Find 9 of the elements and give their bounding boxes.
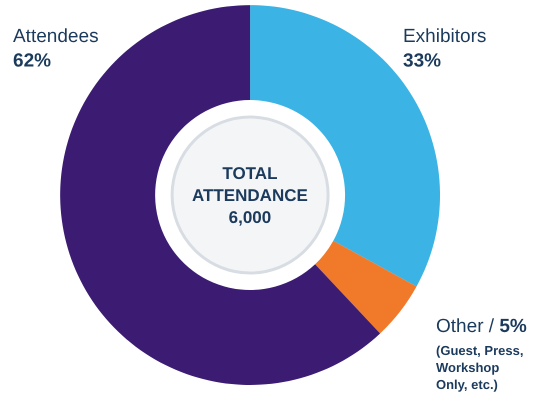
data-label: 33% <box>403 50 442 72</box>
text: TOTAL ATTENDANCE 6,000 <box>192 164 308 228</box>
slice-label: Exhibitors <box>403 26 486 47</box>
donut-slice <box>315 240 417 334</box>
text: (Guest, Press, Workshop Only, etc.) <box>436 343 524 392</box>
slice-label: Other / <box>436 316 494 337</box>
data-label: 62% <box>13 50 52 72</box>
slice-label: Attendees <box>13 26 99 47</box>
data-label: 5% <box>499 316 527 337</box>
